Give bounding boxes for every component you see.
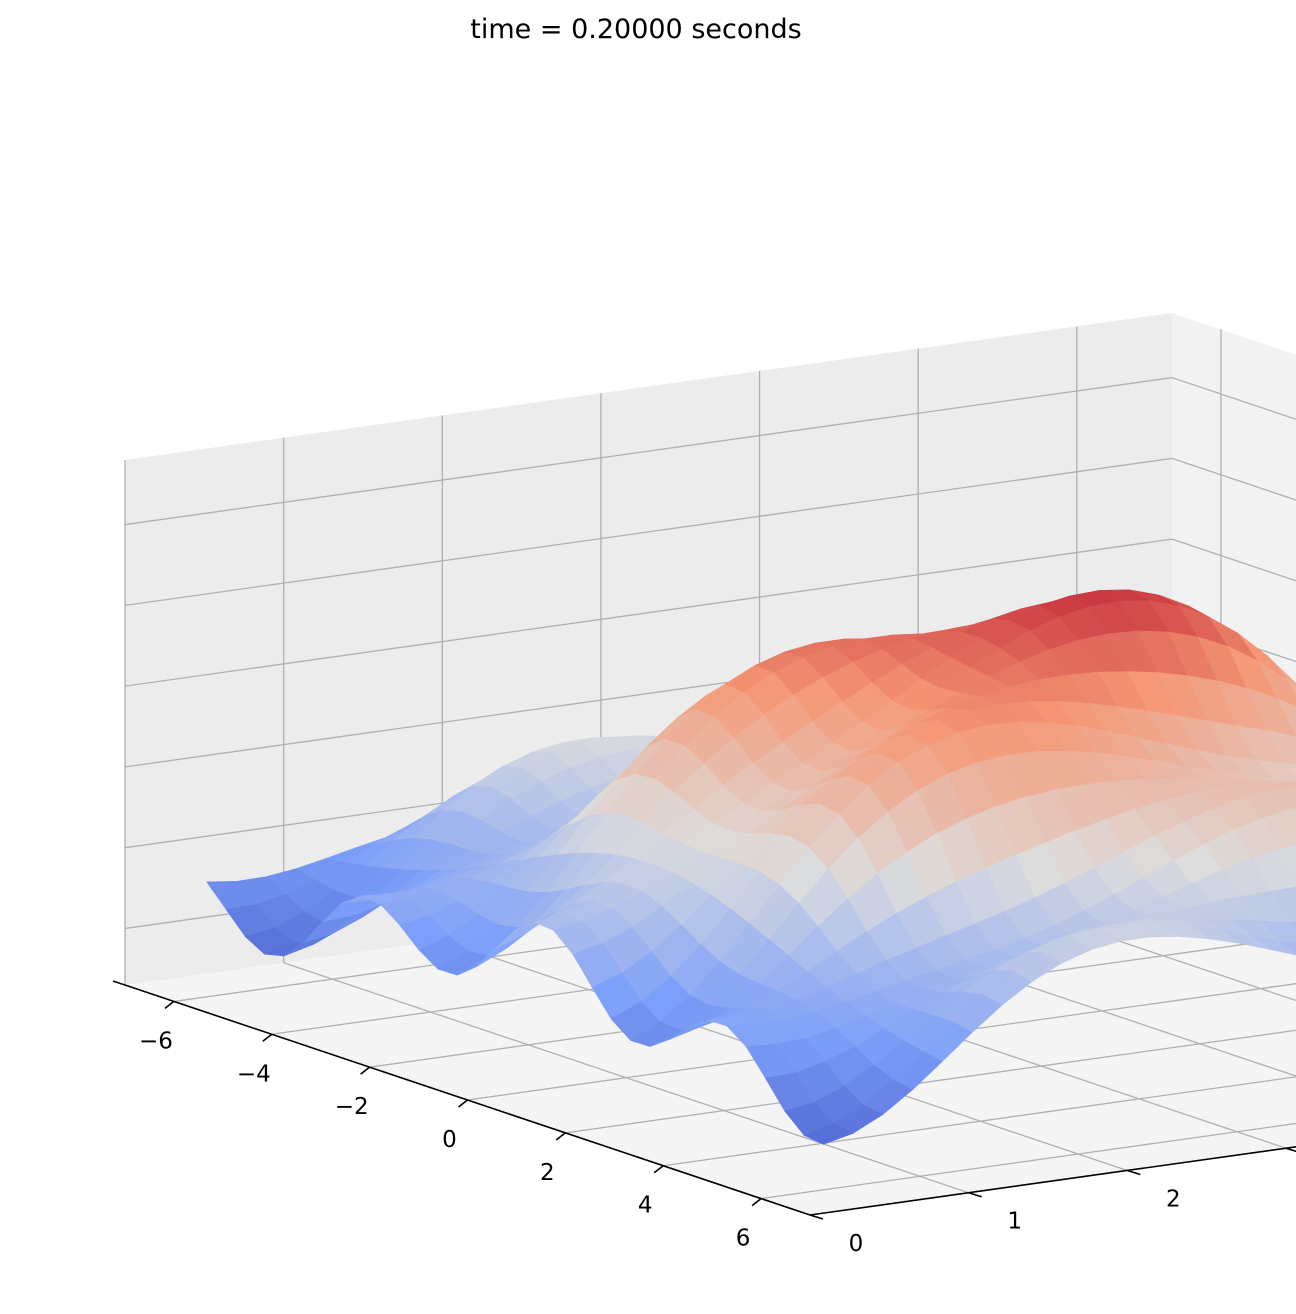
y-tick-label: 0	[849, 1231, 864, 1257]
x-gridline	[467, 983, 1296, 1101]
surface-mesh	[206, 589, 1296, 1145]
y-tick-label: 1	[1007, 1209, 1022, 1235]
y-tick	[968, 1191, 982, 1198]
x-tick-label: 0	[442, 1127, 457, 1153]
x-tick	[555, 1132, 566, 1141]
x-tick	[164, 1000, 175, 1010]
y-gridline	[283, 962, 969, 1194]
y-axis-line	[809, 1145, 1296, 1216]
surface-facet	[803, 1123, 854, 1145]
x-tick-label: 2	[540, 1160, 555, 1186]
y-tick	[809, 1214, 824, 1220]
x-tick-label: 6	[736, 1226, 751, 1252]
x-tick-label: −2	[335, 1094, 369, 1120]
z-gridline	[1171, 538, 1296, 582]
x-axis-line	[112, 980, 811, 1216]
x-tick	[262, 1033, 273, 1042]
x-tick	[458, 1099, 468, 1108]
x-gridline	[565, 1029, 1296, 1134]
z-gridline	[1171, 457, 1296, 501]
z-gridline	[124, 538, 1173, 687]
z-gridline	[1171, 376, 1296, 420]
z-gridline	[124, 457, 1173, 607]
z-gridline	[1171, 619, 1296, 663]
x-gridline	[760, 1122, 1296, 1200]
x-tick-label: −6	[139, 1028, 173, 1054]
x-tick	[653, 1165, 664, 1174]
chart-title: time = 0.20000 seconds	[470, 14, 802, 45]
z-gridline	[124, 376, 1173, 526]
y-tick-label: 2	[1166, 1186, 1181, 1212]
tick-marks: −6−4−202460123456−0.10−0.050.000.050.100…	[139, 1000, 1296, 1257]
x-tick	[360, 1066, 371, 1075]
x-tick-label: 4	[638, 1193, 653, 1219]
y-tick	[1285, 1147, 1296, 1153]
y-tick	[1127, 1169, 1141, 1176]
x-tick	[751, 1197, 762, 1207]
x-tick-label: −4	[237, 1061, 271, 1087]
axis-lines	[112, 980, 1296, 1216]
x-gridline	[663, 1076, 1296, 1167]
